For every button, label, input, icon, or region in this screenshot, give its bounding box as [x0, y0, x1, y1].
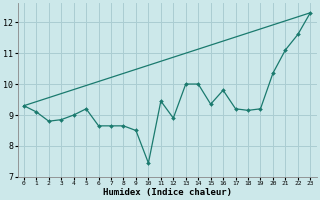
X-axis label: Humidex (Indice chaleur): Humidex (Indice chaleur) [103, 188, 232, 197]
